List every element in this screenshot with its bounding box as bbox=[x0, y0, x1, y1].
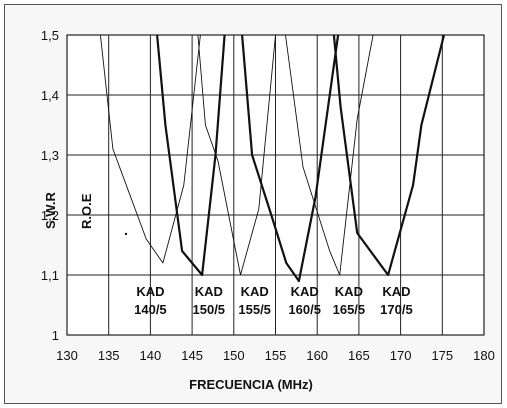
x-tick-label: 135 bbox=[98, 348, 120, 363]
series-line-6 bbox=[332, 34, 446, 277]
series-label-5-line2: 165/5 bbox=[333, 302, 366, 317]
series-line-1 bbox=[99, 34, 201, 264]
series-label-4-line2: 160/5 bbox=[288, 302, 321, 317]
series-label-6-line2: 170/5 bbox=[380, 302, 413, 317]
y-axis-title-swr: S.W.R bbox=[43, 192, 58, 229]
series-label-4-line1: KAD bbox=[291, 284, 319, 299]
y-axis-title-roe: R.O.E bbox=[79, 193, 94, 229]
x-tick-label: 130 bbox=[56, 348, 78, 363]
x-tick-label: 145 bbox=[181, 348, 203, 363]
grid bbox=[66, 34, 485, 336]
series-label-1-line2: 140/5 bbox=[134, 302, 167, 317]
series-label-2-line1: KAD bbox=[195, 284, 223, 299]
x-tick-label: 180 bbox=[473, 348, 495, 363]
x-tick-label: 160 bbox=[306, 348, 328, 363]
series-labels: KAD 140/5 KAD 150/5 KAD 155/5 KAD 160/5 KAD 165/5… bbox=[134, 284, 413, 317]
series-label-6-line1: KAD bbox=[382, 284, 410, 299]
series-label-2-line2: 150/5 bbox=[193, 302, 226, 317]
roe-frequency-chart: 1 1,1 1,2 1,3 1,4 1,5 130 135 140 145 150 155 160 16… bbox=[41, 28, 495, 392]
y-tick-label: 1,4 bbox=[41, 88, 59, 103]
x-tick-label: 150 bbox=[223, 348, 245, 363]
y-tick-label: 1,2 bbox=[41, 208, 59, 223]
series-line-3 bbox=[197, 34, 276, 276]
x-axis-title: FRECUENCIA (MHz) bbox=[189, 377, 313, 392]
x-tick-label: 165 bbox=[348, 348, 370, 363]
y-tick-label: 1,1 bbox=[41, 268, 59, 283]
series-line-5 bbox=[285, 34, 374, 276]
series-label-5-line1: KAD bbox=[335, 284, 363, 299]
y-tick-labels: 1 1,1 1,2 1,3 1,4 1,5 bbox=[41, 28, 59, 343]
x-tick-label: 140 bbox=[140, 348, 162, 363]
series-lines bbox=[99, 34, 446, 283]
chart-frame: 1 1,1 1,2 1,3 1,4 1,5 130 135 140 145 150 155 160 16… bbox=[4, 4, 502, 404]
y-axis-dot bbox=[124, 232, 128, 236]
y-axis-title: R.O.E S.W.R bbox=[43, 192, 128, 236]
x-tick-label: 170 bbox=[390, 348, 412, 363]
series-line-4 bbox=[241, 34, 340, 283]
series-label-1-line1: KAD bbox=[136, 284, 164, 299]
y-tick-label: 1 bbox=[52, 328, 59, 343]
x-tick-label: 175 bbox=[431, 348, 453, 363]
y-tick-label: 1,5 bbox=[41, 28, 59, 43]
series-label-3-line2: 155/5 bbox=[238, 302, 271, 317]
x-tick-label: 155 bbox=[265, 348, 287, 363]
y-tick-label: 1,3 bbox=[41, 148, 59, 163]
series-label-3-line1: KAD bbox=[241, 284, 269, 299]
x-tick-labels: 130 135 140 145 150 155 160 165 170 175 180 bbox=[56, 348, 495, 363]
series-line-2 bbox=[156, 34, 226, 277]
